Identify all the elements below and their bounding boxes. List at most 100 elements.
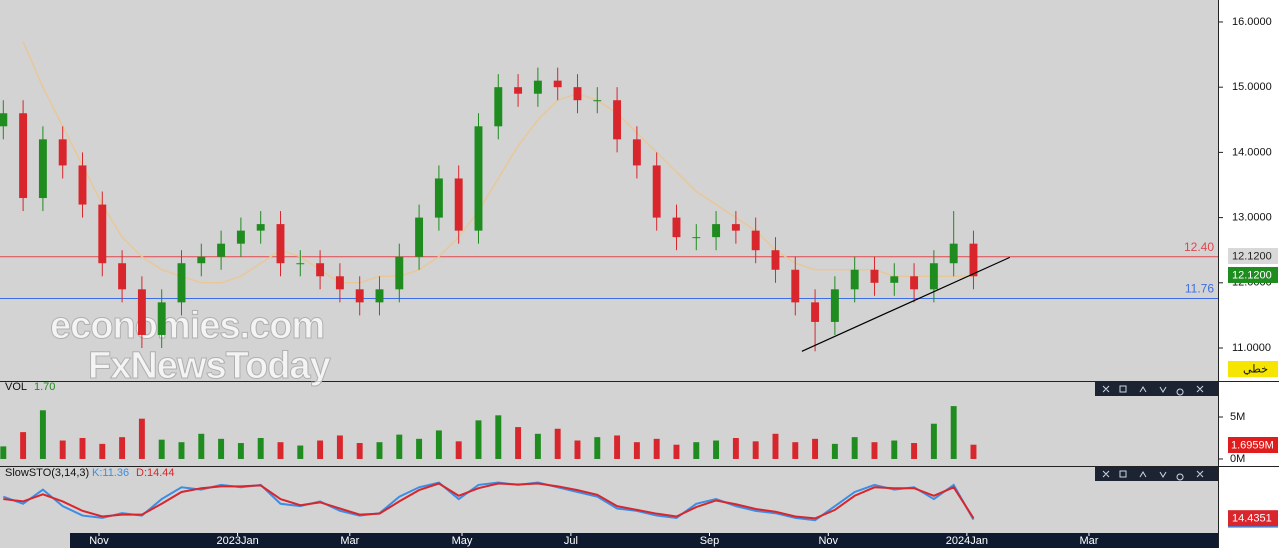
volume-bar	[376, 442, 383, 459]
candle	[494, 74, 503, 140]
candle	[296, 250, 305, 277]
candle	[850, 256, 859, 303]
candle	[692, 224, 701, 251]
candle-body	[890, 276, 899, 283]
candle-body	[791, 269, 800, 303]
y-tick-label: 13.0000	[1232, 211, 1272, 223]
volume-bar	[713, 440, 720, 459]
volume-bar	[673, 444, 680, 459]
candle	[454, 165, 463, 244]
x-tick-label: 2024Jan	[946, 535, 988, 547]
volume-bar	[237, 443, 244, 459]
volume-bar	[178, 442, 185, 459]
mode-label[interactable]: خطي	[1243, 363, 1268, 375]
volume-bar	[455, 441, 462, 459]
candle	[949, 211, 958, 277]
candle-body	[316, 263, 325, 277]
candle	[811, 289, 820, 352]
x-tick-label: Nov	[89, 535, 109, 547]
x-tick-label: Jul	[564, 535, 578, 547]
y-tick-label: 0M	[1230, 453, 1245, 465]
candle-body	[236, 230, 245, 244]
candle-body	[19, 113, 28, 199]
candle-body	[949, 243, 958, 264]
candle	[197, 243, 206, 277]
candle	[632, 126, 641, 179]
toolbar-icons[interactable]	[1102, 470, 1204, 481]
candle	[0, 100, 8, 140]
price-badge-label: 12.1200	[1232, 250, 1272, 262]
candle-body	[454, 178, 463, 231]
volume-bar	[693, 442, 700, 459]
volume-bar	[752, 441, 759, 459]
candle-body	[969, 243, 978, 277]
candle-body	[256, 224, 265, 231]
volume-bar	[475, 420, 482, 459]
candle-body	[672, 217, 681, 238]
volume-bar	[871, 442, 878, 459]
candle	[573, 74, 582, 114]
candle	[771, 237, 780, 283]
candle	[731, 211, 740, 244]
mode-badge[interactable]	[1228, 361, 1278, 377]
volume-bar	[158, 439, 165, 459]
candle-body	[157, 302, 166, 335]
candle-body	[830, 289, 839, 322]
candle-body	[118, 263, 127, 290]
volume-bar	[59, 440, 66, 459]
candle-body	[355, 289, 364, 303]
volume-bar	[0, 446, 7, 459]
volume-bar	[792, 442, 799, 459]
watermark: economies.com	[50, 305, 324, 347]
candle-body	[296, 263, 305, 265]
volume-bar	[772, 433, 779, 459]
volume-bar	[495, 415, 502, 459]
volume-value: 1.70	[34, 381, 55, 393]
candle	[98, 191, 107, 277]
volume-bar	[594, 437, 601, 459]
volume-title: VOL	[5, 381, 27, 393]
x-tick-label: Mar	[1079, 535, 1098, 547]
volume-bar	[277, 442, 284, 459]
stoch-badge-label: 14.4351	[1232, 513, 1272, 525]
candle	[712, 211, 721, 251]
candle-body	[58, 139, 67, 166]
watermark: FxNewsToday	[88, 345, 331, 387]
candle-body	[573, 87, 582, 101]
candle-body	[910, 276, 919, 290]
candle	[593, 87, 602, 114]
volume-bar	[614, 435, 621, 459]
volume-bar	[515, 427, 522, 459]
y-tick-label: 15.0000	[1232, 81, 1272, 93]
candle	[395, 243, 404, 303]
candle	[830, 276, 839, 335]
volume-bar	[99, 443, 106, 459]
candle-body	[692, 237, 701, 239]
x-tick-label: 2023Jan	[216, 535, 258, 547]
volume-bar	[218, 438, 225, 459]
candle	[672, 204, 681, 251]
candle-body	[652, 165, 661, 218]
candle-body	[593, 100, 602, 102]
candle	[613, 87, 622, 153]
y-tick-label: 11.0000	[1232, 342, 1271, 354]
toolbar-icons[interactable]	[1102, 385, 1204, 396]
candle	[276, 211, 285, 277]
candle-body	[375, 289, 384, 303]
volume-bar	[39, 410, 46, 459]
volume-bar	[851, 437, 858, 459]
volume-bar	[831, 443, 838, 459]
candle	[514, 74, 523, 107]
candle	[58, 126, 67, 179]
candle-body	[553, 80, 562, 88]
volume-bar	[554, 428, 561, 459]
x-tick-label: May	[452, 535, 473, 547]
candle	[533, 67, 542, 107]
candle-body	[474, 126, 483, 231]
candle	[910, 263, 919, 303]
candle	[890, 263, 899, 296]
volume-bar	[119, 437, 126, 459]
price-badge	[1228, 247, 1278, 264]
candle-body	[771, 250, 780, 270]
volume-bar	[356, 443, 363, 459]
